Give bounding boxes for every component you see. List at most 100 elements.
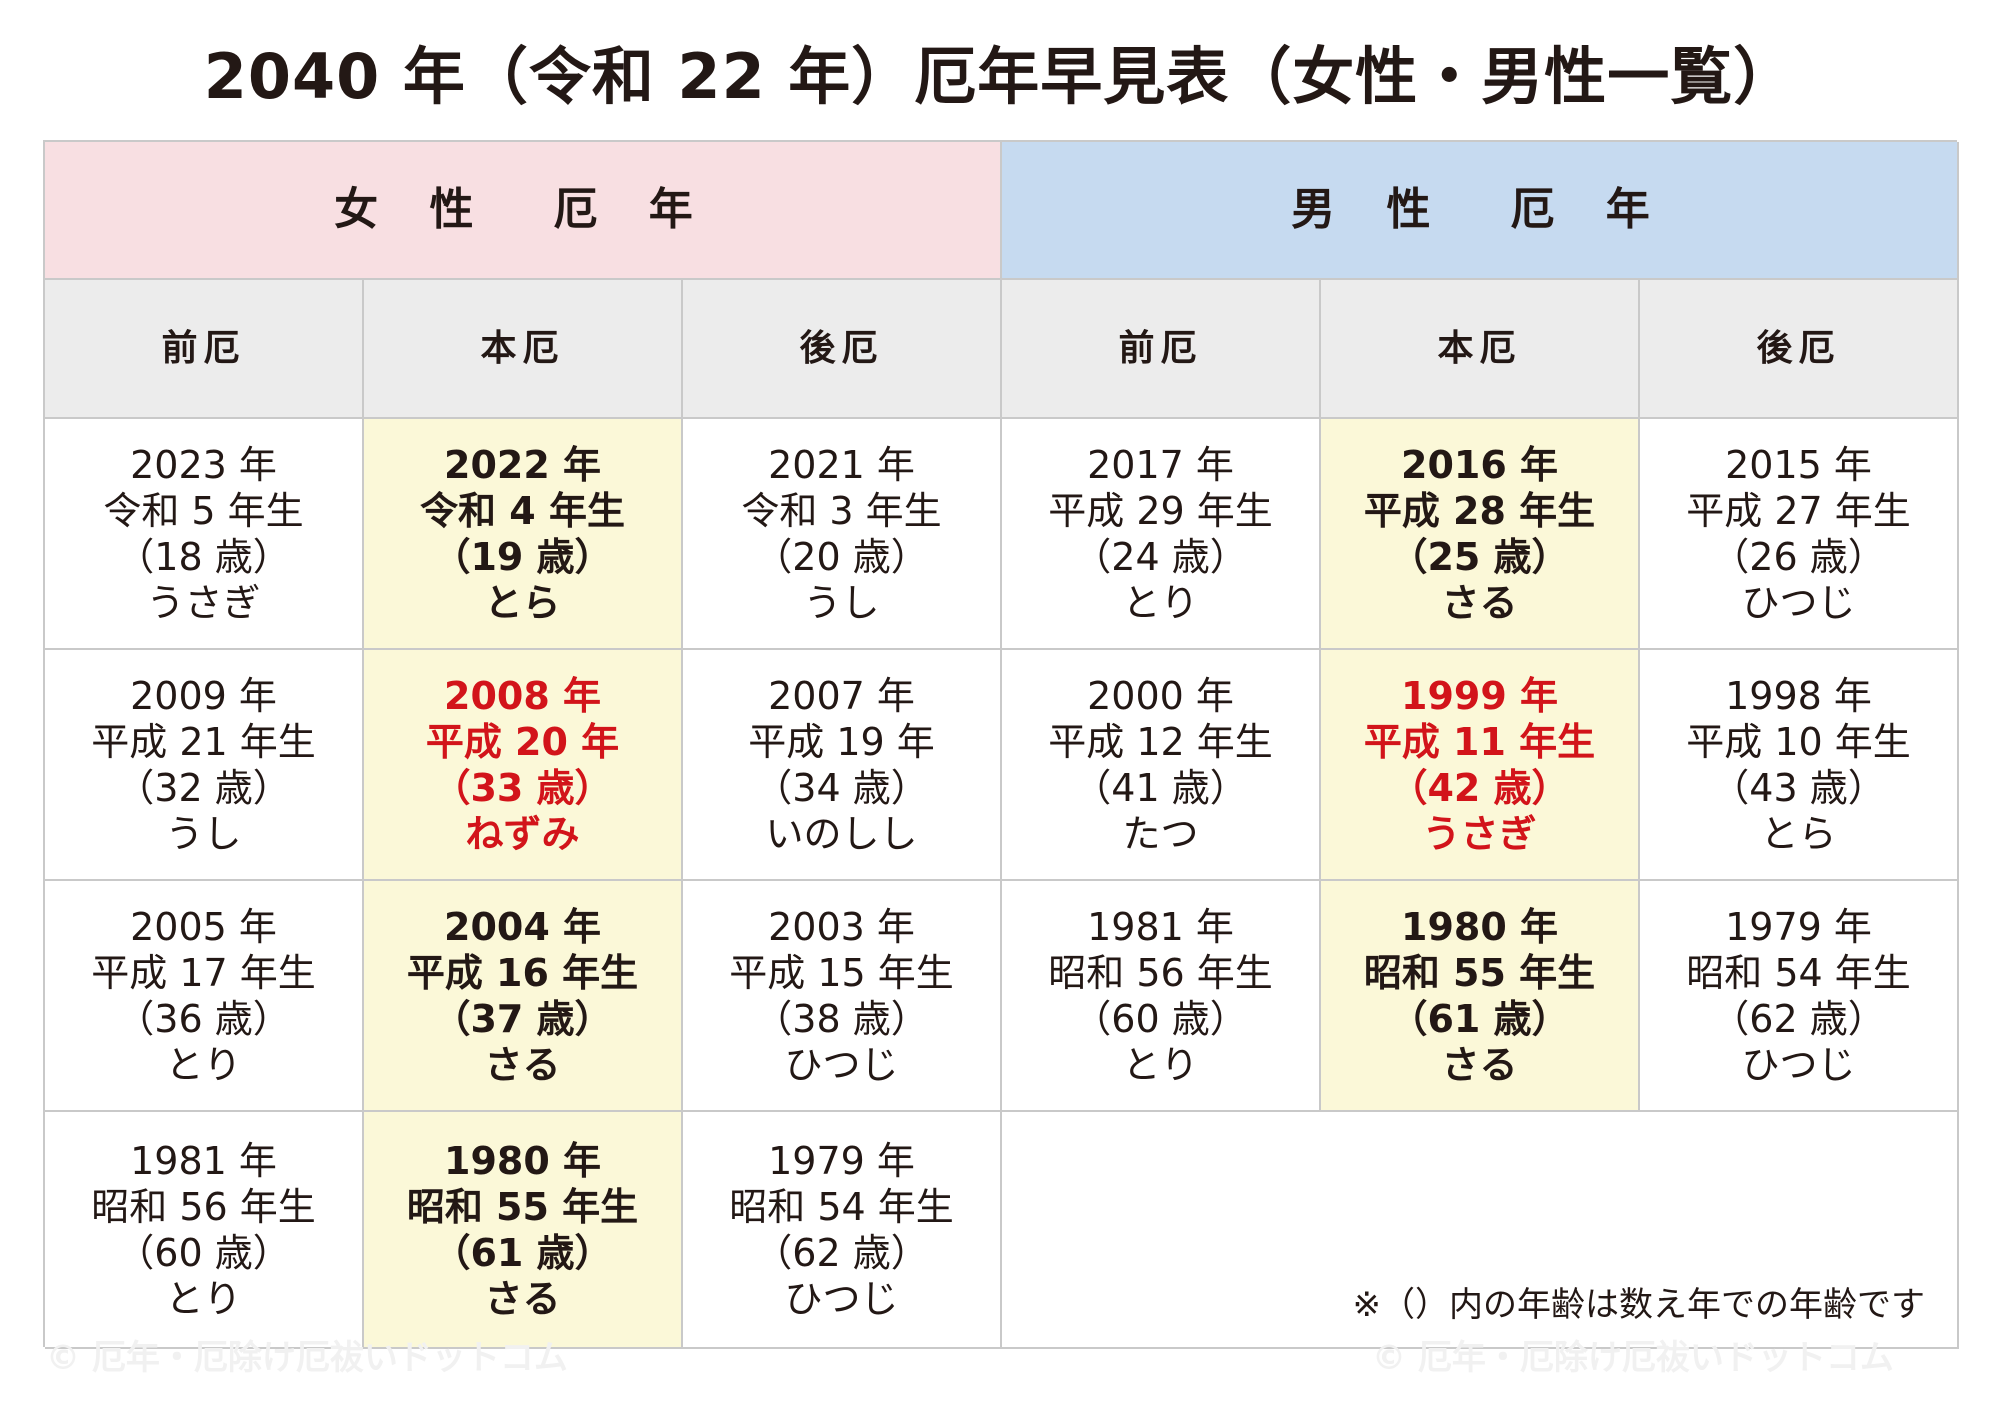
age: （20 歳） bbox=[754, 534, 929, 579]
zodiac: ひつじ bbox=[1741, 580, 1856, 625]
age: （25 歳） bbox=[1389, 534, 1570, 579]
zodiac: さる bbox=[484, 1276, 561, 1321]
birth-year: 2023 年 bbox=[130, 442, 277, 487]
age: （32 歳） bbox=[116, 765, 291, 810]
era-year: 平成 19 年 bbox=[748, 719, 935, 764]
zodiac: ねずみ bbox=[465, 811, 580, 856]
zodiac: とり bbox=[1122, 580, 1199, 625]
table-cell: 1979 年 昭和 54 年生 （62 歳） ひつじ bbox=[683, 1112, 1002, 1349]
table-cell: 1981 年 昭和 56 年生 （60 歳） とり bbox=[45, 1112, 364, 1349]
birth-year: 2004 年 bbox=[444, 904, 601, 949]
era-year: 平成 16 年生 bbox=[406, 950, 639, 995]
birth-year: 1979 年 bbox=[768, 1138, 915, 1183]
zodiac: とり bbox=[1122, 1042, 1199, 1087]
era-year: 平成 21 年生 bbox=[91, 719, 316, 764]
age: （26 歳） bbox=[1711, 534, 1886, 579]
female-yakudoshi-header: 女 性 厄 年 bbox=[45, 142, 1002, 280]
table-cell: 1981 年 昭和 56 年生 （60 歳） とり bbox=[1002, 881, 1321, 1112]
table-cell-honyaku: 1980 年 昭和 55 年生 （61 歳） さる bbox=[364, 1112, 683, 1349]
zodiac: いのしし bbox=[765, 811, 918, 856]
male-yakudoshi-header: 男 性 厄 年 bbox=[1002, 142, 1959, 280]
table-cell-taiyaku: 2008 年 平成 20 年 （33 歳） ねずみ bbox=[364, 650, 683, 881]
male-atoyaku-header: 後厄 bbox=[1640, 280, 1959, 419]
birth-year: 1999 年 bbox=[1401, 673, 1558, 718]
era-year: 平成 27 年生 bbox=[1686, 488, 1911, 533]
age: （42 歳） bbox=[1389, 765, 1570, 810]
age: （37 歳） bbox=[432, 996, 613, 1041]
age: （34 歳） bbox=[754, 765, 929, 810]
birth-year: 2016 年 bbox=[1401, 442, 1558, 487]
age: （24 歳） bbox=[1073, 534, 1248, 579]
age: （36 歳） bbox=[116, 996, 291, 1041]
birth-year: 2017 年 bbox=[1087, 442, 1234, 487]
zodiac: ひつじ bbox=[784, 1042, 899, 1087]
table-cell-honyaku: 2022 年 令和 4 年生 （19 歳） とら bbox=[364, 419, 683, 650]
age: （61 歳） bbox=[432, 1230, 613, 1275]
table-cell-honyaku: 2004 年 平成 16 年生 （37 歳） さる bbox=[364, 881, 683, 1112]
table-cell: 2005 年 平成 17 年生 （36 歳） とり bbox=[45, 881, 364, 1112]
era-year: 昭和 54 年生 bbox=[1686, 950, 1911, 995]
era-year: 平成 17 年生 bbox=[91, 950, 316, 995]
birth-year: 2005 年 bbox=[130, 904, 277, 949]
table-cell: 2007 年 平成 19 年 （34 歳） いのしし bbox=[683, 650, 1002, 881]
copyright-watermark: © 厄年・厄除け厄祓いドットコム bbox=[46, 1338, 568, 1378]
zodiac: うし bbox=[803, 580, 880, 625]
birth-year: 1980 年 bbox=[444, 1138, 601, 1183]
age: （41 歳） bbox=[1073, 765, 1248, 810]
era-year: 令和 3 年生 bbox=[741, 488, 942, 533]
table-cell: 2015 年 平成 27 年生 （26 歳） ひつじ bbox=[1640, 419, 1959, 650]
era-year: 昭和 56 年生 bbox=[91, 1184, 316, 1229]
male-honyaku-header: 本厄 bbox=[1321, 280, 1640, 419]
zodiac: とり bbox=[165, 1042, 242, 1087]
era-year: 平成 15 年生 bbox=[729, 950, 954, 995]
age: （62 歳） bbox=[1711, 996, 1886, 1041]
table-cell-taiyaku: 1999 年 平成 11 年生 （42 歳） うさぎ bbox=[1321, 650, 1640, 881]
table-cell: 2021 年 令和 3 年生 （20 歳） うし bbox=[683, 419, 1002, 650]
age: （33 歳） bbox=[432, 765, 613, 810]
birth-year: 1979 年 bbox=[1725, 904, 1872, 949]
era-year: 平成 10 年生 bbox=[1686, 719, 1911, 764]
copyright-watermark: © 厄年・厄除け厄祓いドットコム bbox=[1372, 1338, 1894, 1378]
era-year: 平成 12 年生 bbox=[1048, 719, 1273, 764]
birth-year: 2003 年 bbox=[768, 904, 915, 949]
male-maeyaku-header: 前厄 bbox=[1002, 280, 1321, 419]
zodiac: ひつじ bbox=[1741, 1042, 1856, 1087]
era-year: 平成 11 年生 bbox=[1363, 719, 1596, 764]
zodiac: さる bbox=[484, 1042, 561, 1087]
birth-year: 1998 年 bbox=[1725, 673, 1872, 718]
note-cell: ※（）内の年齢は数え年での年齢です bbox=[1002, 1112, 1959, 1349]
birth-year: 2021 年 bbox=[768, 442, 915, 487]
birth-year: 1981 年 bbox=[130, 1138, 277, 1183]
age-note: ※（）内の年齢は数え年での年齢です bbox=[1352, 1285, 1926, 1325]
page-title: 2040 年（令和 22 年）厄年早見表（女性・男性一覧） bbox=[203, 40, 1797, 113]
era-year: 令和 5 年生 bbox=[103, 488, 304, 533]
age: （60 歳） bbox=[1073, 996, 1248, 1041]
zodiac: うし bbox=[165, 811, 242, 856]
age: （60 歳） bbox=[116, 1230, 291, 1275]
table-cell: 2003 年 平成 15 年生 （38 歳） ひつじ bbox=[683, 881, 1002, 1112]
era-year: 昭和 55 年生 bbox=[406, 1184, 639, 1229]
birth-year: 1981 年 bbox=[1087, 904, 1234, 949]
table-cell: 2023 年 令和 5 年生 （18 歳） うさぎ bbox=[45, 419, 364, 650]
era-year: 昭和 54 年生 bbox=[729, 1184, 954, 1229]
age: （61 歳） bbox=[1389, 996, 1570, 1041]
zodiac: とら bbox=[484, 580, 561, 625]
era-year: 平成 29 年生 bbox=[1048, 488, 1273, 533]
table-cell: 1998 年 平成 10 年生 （43 歳） とら bbox=[1640, 650, 1959, 881]
female-maeyaku-header: 前厄 bbox=[45, 280, 364, 419]
zodiac: とり bbox=[165, 1276, 242, 1321]
birth-year: 2008 年 bbox=[444, 673, 601, 718]
era-year: 昭和 56 年生 bbox=[1048, 950, 1273, 995]
table-cell: 2017 年 平成 29 年生 （24 歳） とり bbox=[1002, 419, 1321, 650]
age: （38 歳） bbox=[754, 996, 929, 1041]
zodiac: うさぎ bbox=[1422, 811, 1537, 856]
table-cell-honyaku: 2016 年 平成 28 年生 （25 歳） さる bbox=[1321, 419, 1640, 650]
table-cell: 1979 年 昭和 54 年生 （62 歳） ひつじ bbox=[1640, 881, 1959, 1112]
age: （62 歳） bbox=[754, 1230, 929, 1275]
zodiac: さる bbox=[1441, 580, 1518, 625]
age: （43 歳） bbox=[1711, 765, 1886, 810]
era-year: 平成 28 年生 bbox=[1363, 488, 1596, 533]
zodiac: うさぎ bbox=[146, 580, 261, 625]
table-cell: 2000 年 平成 12 年生 （41 歳） たつ bbox=[1002, 650, 1321, 881]
zodiac: たつ bbox=[1122, 811, 1199, 856]
